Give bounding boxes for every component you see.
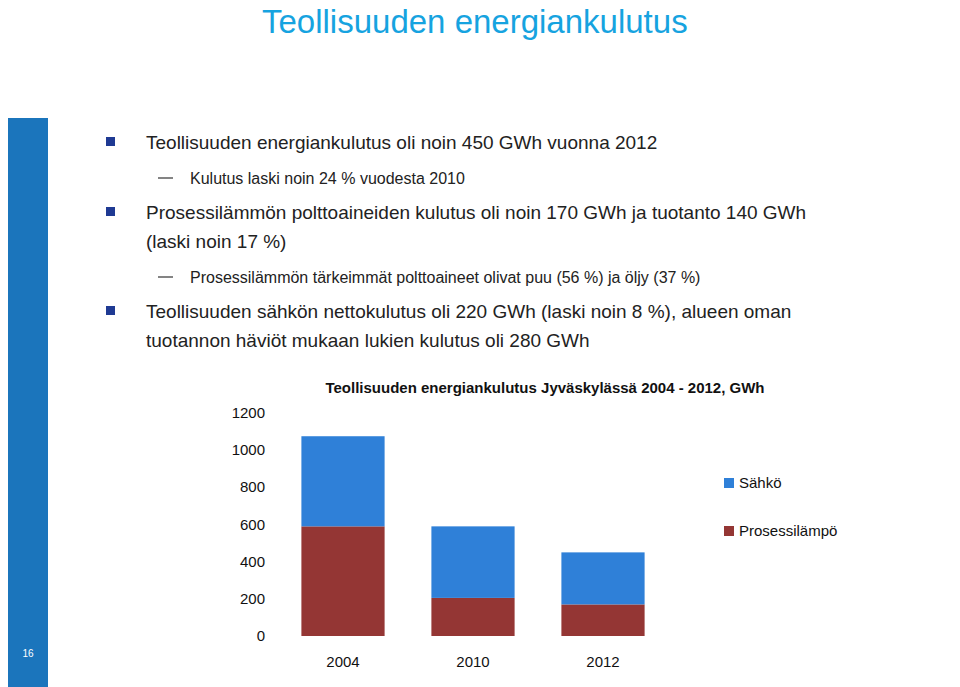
bullet-marker <box>106 137 115 146</box>
bar-segment <box>301 436 384 526</box>
x-tick-label: 2004 <box>326 653 359 670</box>
legend-swatch <box>724 478 734 488</box>
legend-label: Sähkö <box>739 474 782 491</box>
bullet-text: Teollisuuden sähkön nettokulutus oli 220… <box>146 301 791 322</box>
y-tick-label: 400 <box>240 553 265 570</box>
y-tick-label: 1000 <box>232 441 265 458</box>
sub-bullet-dash <box>158 276 173 277</box>
bar-segment <box>301 526 384 636</box>
y-tick-label: 800 <box>240 478 265 495</box>
page-number: 16 <box>22 648 34 659</box>
y-tick-label: 600 <box>240 516 265 533</box>
bars <box>301 436 644 636</box>
x-tick-label: 2012 <box>586 653 619 670</box>
bar-segment <box>431 598 514 636</box>
bullet-text: Prosessilämmön polttoaineiden kulutus ol… <box>146 202 806 223</box>
sub-bullet-dash <box>158 177 173 178</box>
bar-segment <box>431 526 514 598</box>
slide-title: Teollisuuden energiankulutus <box>262 3 688 40</box>
bullet-text: (laski noin 17 %) <box>146 231 286 252</box>
side-stripe <box>8 118 48 687</box>
x-tick-label: 2010 <box>456 653 489 670</box>
sub-bullet-text: Kulutus laski noin 24 % vuodesta 2010 <box>190 170 465 187</box>
sub-bullet-text: Prosessilämmön tärkeimmät polttoaineet o… <box>190 269 700 286</box>
y-tick-label: 1200 <box>232 404 265 421</box>
y-tick-label: 200 <box>240 590 265 607</box>
legend-swatch <box>724 526 734 536</box>
y-tick-label: 0 <box>257 627 265 644</box>
legend-label: Prosessilämpö <box>739 522 837 539</box>
bar-segment <box>561 552 644 604</box>
bar-segment <box>561 604 644 636</box>
chart-title: Teollisuuden energiankulutus Jyväskyläss… <box>325 379 764 396</box>
bullet-text: tuotannon häviöt mukaan lukien kulutus o… <box>146 330 590 351</box>
bullet-text: Teollisuuden energiankulutus oli noin 45… <box>146 132 657 153</box>
bullet-marker <box>106 207 115 216</box>
bullet-marker <box>106 306 115 315</box>
